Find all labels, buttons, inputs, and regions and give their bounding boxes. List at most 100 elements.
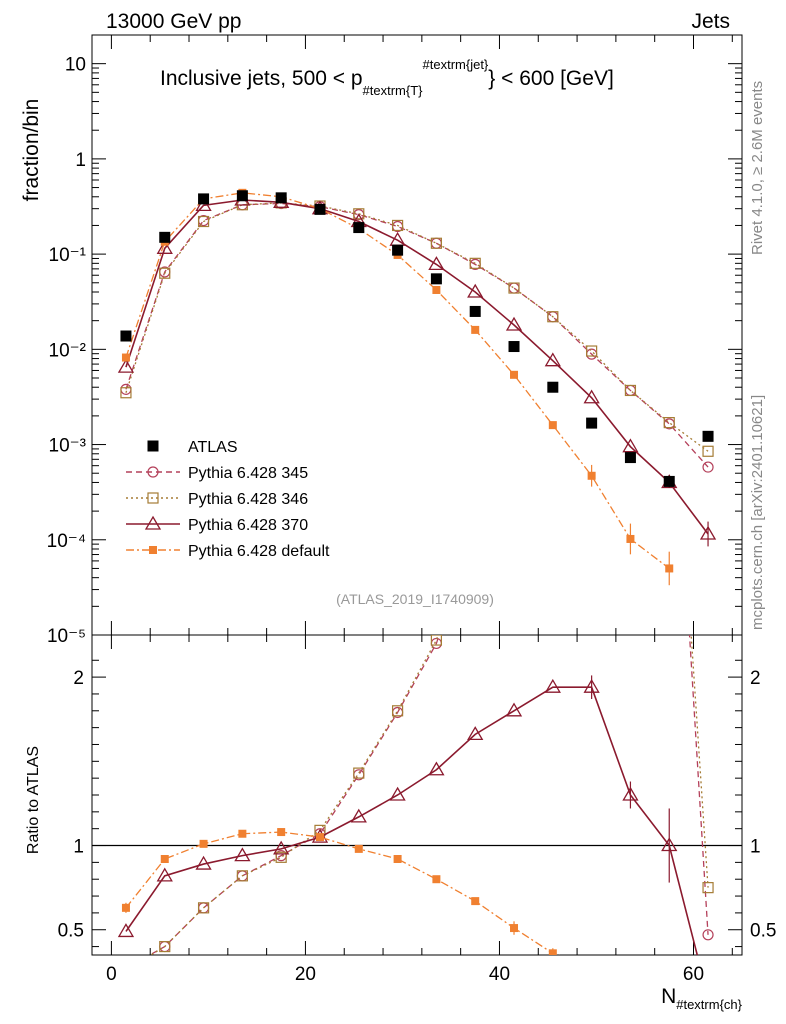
legend-label: Pythia 6.428 default xyxy=(188,543,330,560)
data-point xyxy=(510,370,519,379)
data-point xyxy=(508,282,520,294)
legend-label: ATLAS xyxy=(188,439,238,456)
ratio-point xyxy=(625,167,635,177)
ratio-point xyxy=(199,839,208,848)
data-point xyxy=(197,215,210,228)
ratio-point xyxy=(664,302,674,312)
data-point xyxy=(471,325,480,334)
data-point xyxy=(120,330,132,342)
ratio-point xyxy=(236,870,248,882)
ratio-point xyxy=(548,116,558,126)
ratio-point xyxy=(117,923,135,938)
ratio-point xyxy=(430,635,443,646)
legend-marker xyxy=(147,492,159,504)
x-tick-label: 0 xyxy=(106,964,117,985)
ratio-point xyxy=(277,828,286,837)
legend-item: Pythia 6.428 370 xyxy=(126,515,308,534)
legend-marker xyxy=(149,546,157,554)
series-line xyxy=(125,199,709,535)
data-point xyxy=(353,222,365,234)
ratio-pythia-6-428-346 xyxy=(121,0,714,975)
ratio-point xyxy=(353,767,365,779)
data-point xyxy=(353,208,365,220)
series-line xyxy=(125,202,709,468)
data-point xyxy=(702,445,714,457)
ratio-pythia-6-428-370 xyxy=(117,678,699,955)
x-tick-label: 60 xyxy=(683,964,704,985)
ratio-point xyxy=(471,897,480,906)
ratio-point xyxy=(273,840,290,855)
ratio-point xyxy=(197,902,210,914)
ratio-point xyxy=(160,855,169,863)
header-left: 13000 GeV pp xyxy=(106,10,241,33)
ratio-point xyxy=(238,829,247,838)
data-point xyxy=(624,384,637,397)
ratio-point xyxy=(121,965,131,975)
data-point xyxy=(156,240,173,254)
ratio-tick-label: 0.5 xyxy=(58,921,84,942)
lower-frame xyxy=(91,634,743,956)
data-point xyxy=(469,257,481,269)
data-point xyxy=(121,353,130,362)
ratio-point xyxy=(587,0,597,8)
data-point xyxy=(120,387,132,399)
header-right: Jets xyxy=(691,10,730,33)
y-tick-label: 10⁻¹ xyxy=(49,245,87,266)
legend-marker xyxy=(147,440,159,452)
series-pythia-6-428-345 xyxy=(120,197,714,473)
data-point xyxy=(117,358,135,373)
upper-ylabel: fraction/bin xyxy=(20,99,43,202)
y-tick-label: 10⁻³ xyxy=(49,436,87,457)
mcplots-label: mcplots.cern.ch [arXiv:2401.10621] xyxy=(749,395,766,630)
series-pythia-6-428-346 xyxy=(120,197,714,457)
y-tick-label: 10 xyxy=(65,55,86,76)
data-point xyxy=(702,461,714,473)
ratio-point xyxy=(702,882,714,894)
y-tick-label: 1 xyxy=(75,150,86,171)
ratio-point xyxy=(156,867,173,882)
legend: ATLAS Pythia 6.428 345 Pythia 6.428 346 Pyt… xyxy=(126,439,330,560)
y-tick-label: 10⁻⁴ xyxy=(47,531,86,552)
data-point xyxy=(586,345,598,357)
legend-item: Pythia 6.428 345 xyxy=(126,465,308,482)
upper-title: Inclusive jets, 500 < p#textrm{T}#textrm… xyxy=(160,57,614,98)
ratio-point xyxy=(432,875,441,884)
rivet-label: Rivet 4.1.0, ≥ 2.6M events xyxy=(749,81,766,255)
data-point xyxy=(392,244,404,256)
ratio-point xyxy=(159,940,171,953)
ratio-point xyxy=(470,521,480,531)
ratio-point xyxy=(350,808,367,823)
data-point xyxy=(544,352,561,367)
data-point xyxy=(547,311,559,323)
ratio-line xyxy=(148,635,709,955)
ratio-point xyxy=(548,116,558,126)
data-point xyxy=(432,285,441,294)
ratio-point xyxy=(428,761,445,776)
ratio-point xyxy=(467,726,484,741)
data-point xyxy=(547,381,559,393)
data-point xyxy=(428,256,445,271)
data-point xyxy=(430,273,442,285)
data-point xyxy=(583,389,600,404)
data-point xyxy=(159,231,171,243)
ratio-point xyxy=(393,855,402,863)
ratio-point xyxy=(121,963,131,973)
data-point xyxy=(236,190,248,202)
ratio-point xyxy=(234,847,251,862)
ratio-point xyxy=(587,0,597,8)
legend-item: ATLAS xyxy=(147,439,238,456)
data-point xyxy=(702,430,714,442)
legend-item: Pythia 6.428 346 xyxy=(126,491,308,508)
y-tick-label: 10⁻² xyxy=(49,340,87,361)
y-tick-label: 10⁻⁵ xyxy=(47,626,86,647)
data-point xyxy=(508,341,520,353)
legend-label: Pythia 6.428 346 xyxy=(188,491,308,508)
data-point xyxy=(622,438,639,453)
ratio-line xyxy=(125,686,699,955)
ratio-tick-label-right: 1 xyxy=(750,837,761,858)
data-point xyxy=(391,219,404,232)
ratio-point xyxy=(544,678,561,693)
data-point xyxy=(624,452,636,464)
data-point xyxy=(467,283,484,298)
